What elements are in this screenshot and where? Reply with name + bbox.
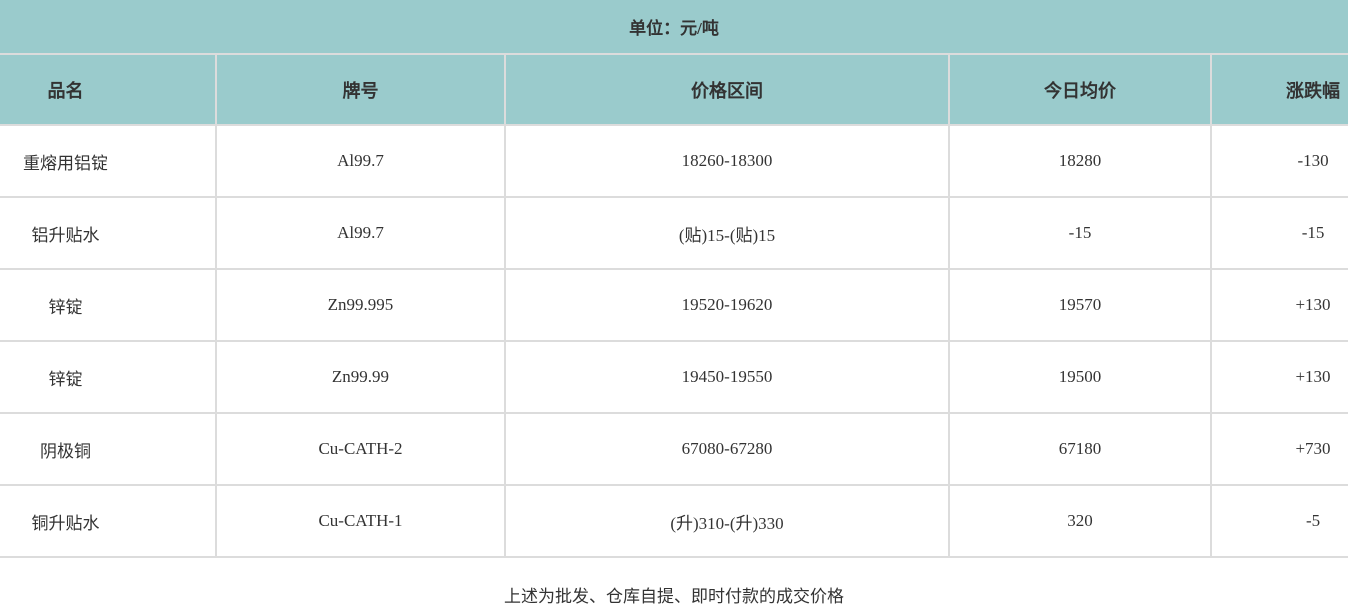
cell-range: 18260-18300 [504, 124, 950, 198]
price-table: 单位：元/吨 品名 牌号 价格区间 今日均价 涨跌幅 重熔用铝锭 Al99.7 … [0, 0, 1348, 558]
cell-change: +730 [1209, 412, 1348, 486]
cell-grade: Al99.7 [215, 124, 506, 198]
cell-avg: 19500 [948, 340, 1212, 414]
cell-range: 19450-19550 [504, 340, 950, 414]
table-row: 重熔用铝锭 Al99.7 18260-18300 18280 -130 [0, 124, 1348, 198]
price-table-container: 单位：元/吨 品名 牌号 价格区间 今日均价 涨跌幅 重熔用铝锭 Al99.7 … [0, 0, 1348, 558]
cell-range: 19520-19620 [504, 268, 950, 342]
cell-grade: Al99.7 [215, 196, 506, 270]
cell-name: 锌锭 [0, 268, 217, 342]
header-grade: 牌号 [215, 53, 506, 126]
cell-grade: Cu-CATH-1 [215, 484, 506, 558]
cell-name: 重熔用铝锭 [0, 124, 217, 198]
cell-name: 铝升贴水 [0, 196, 217, 270]
footer-note: 上述为批发、仓库自提、即时付款的成交价格 [504, 587, 844, 606]
header-change: 涨跌幅 [1209, 53, 1348, 126]
table-row: 铜升贴水 Cu-CATH-1 (升)310-(升)330 320 -5 [0, 484, 1348, 558]
cell-grade: Zn99.995 [215, 268, 506, 342]
cell-change: +130 [1209, 268, 1348, 342]
unit-row: 单位：元/吨 [0, 0, 1348, 55]
cell-grade: Zn99.99 [215, 340, 506, 414]
cell-range: (贴)15-(贴)15 [504, 196, 950, 270]
table-row: 锌锭 Zn99.99 19450-19550 19500 +130 [0, 340, 1348, 414]
cell-change: -130 [1209, 124, 1348, 198]
header-range: 价格区间 [504, 53, 950, 126]
cell-grade: Cu-CATH-2 [215, 412, 506, 486]
header-row: 品名 牌号 价格区间 今日均价 涨跌幅 [0, 53, 1348, 126]
cell-range: 67080-67280 [504, 412, 950, 486]
table-row: 阴极铜 Cu-CATH-2 67080-67280 67180 +730 [0, 412, 1348, 486]
cell-change: -15 [1209, 196, 1348, 270]
header-name: 品名 [0, 53, 217, 126]
cell-avg: 67180 [948, 412, 1212, 486]
cell-avg: -15 [948, 196, 1212, 270]
cell-change: -5 [1209, 484, 1348, 558]
header-avg: 今日均价 [948, 53, 1212, 126]
table-row: 铝升贴水 Al99.7 (贴)15-(贴)15 -15 -15 [0, 196, 1348, 270]
cell-name: 铜升贴水 [0, 484, 217, 558]
cell-range: (升)310-(升)330 [504, 484, 950, 558]
cell-avg: 320 [948, 484, 1212, 558]
cell-avg: 18280 [948, 124, 1212, 198]
cell-change: +130 [1209, 340, 1348, 414]
cell-name: 阴极铜 [0, 412, 217, 486]
unit-label: 单位：元/吨 [0, 0, 1348, 55]
cell-name: 锌锭 [0, 340, 217, 414]
cell-avg: 19570 [948, 268, 1212, 342]
table-row: 锌锭 Zn99.995 19520-19620 19570 +130 [0, 268, 1348, 342]
